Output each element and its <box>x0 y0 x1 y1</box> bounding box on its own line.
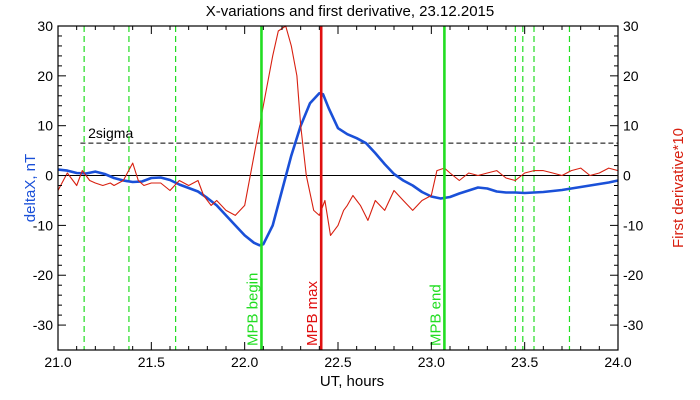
x-tick-label: 24.0 <box>604 354 631 370</box>
y-tick-label-left: 30 <box>37 18 53 34</box>
y-tick-label-right: 0 <box>623 168 631 184</box>
mpb-marker-label: MPB begin <box>244 273 261 346</box>
y-tick-label-left: -10 <box>33 217 53 233</box>
chart-title: X-variations and first derivative, 23.12… <box>206 3 495 20</box>
mpb-marker-label: MPB max <box>304 280 321 346</box>
x-tick-label: 22.0 <box>231 354 258 370</box>
y-tick-label-left: -20 <box>33 267 53 283</box>
x-axis-label: UT, hours <box>320 373 384 390</box>
x-tick-label: 21.0 <box>44 354 71 370</box>
x-tick-label: 23.5 <box>511 354 538 370</box>
x-tick-label: 23.0 <box>418 354 445 370</box>
y-tick-label-right: 30 <box>623 18 639 34</box>
x-tick-label: 21.5 <box>138 354 165 370</box>
y-axis-label-right: First derivative*10 <box>670 128 687 248</box>
y-tick-label-left: 20 <box>37 68 53 84</box>
y-tick-label-right: -20 <box>623 267 643 283</box>
x-tick-label: 22.5 <box>324 354 351 370</box>
y-tick-label-right: 10 <box>623 118 639 134</box>
y-tick-label-right: 20 <box>623 68 639 84</box>
mpb-marker-label: MPB end <box>427 284 444 346</box>
sigma-label: 2sigma <box>88 125 133 141</box>
y-tick-label-left: 10 <box>37 118 53 134</box>
y-tick-label-right: -30 <box>623 317 643 333</box>
y-tick-label-left: -30 <box>33 317 53 333</box>
deltax-series-line <box>57 92 619 247</box>
y-tick-label-left: 0 <box>45 168 53 184</box>
y-axis-label-left: deltaX, nT <box>22 154 39 222</box>
y-tick-label-right: -10 <box>623 217 643 233</box>
